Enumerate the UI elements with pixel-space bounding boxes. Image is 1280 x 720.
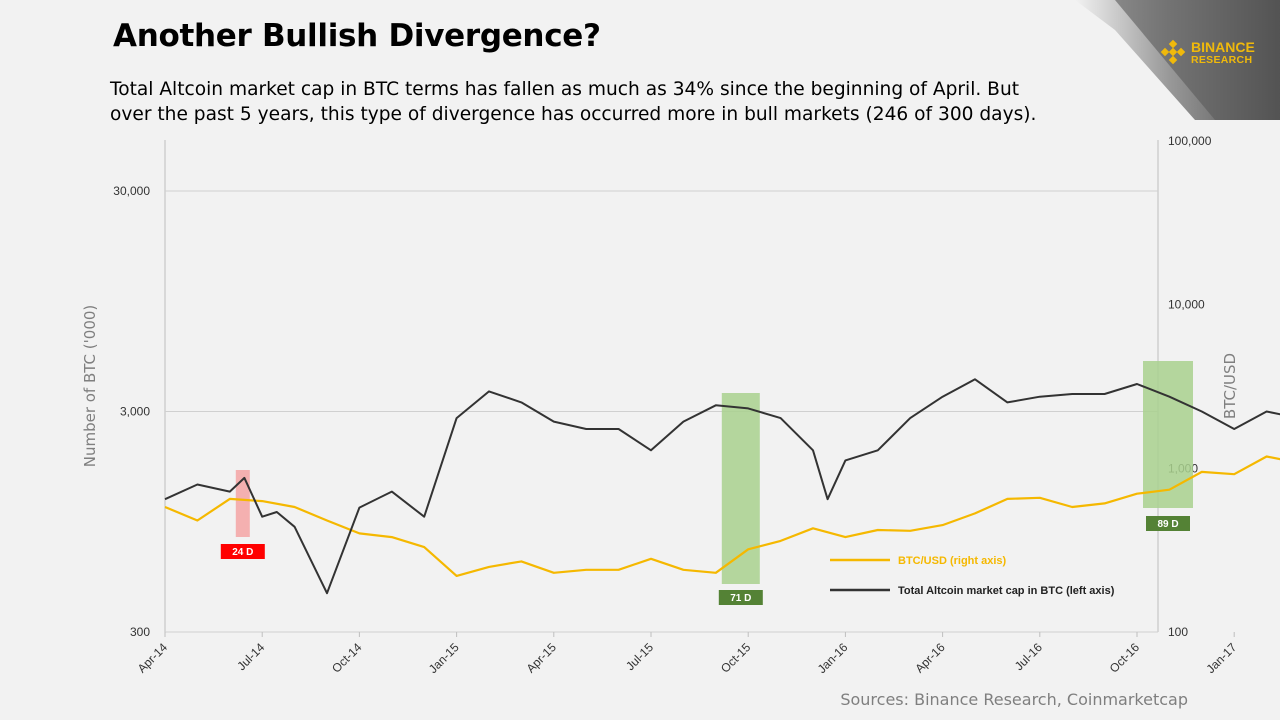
logo-line1: BINANCE xyxy=(1191,39,1255,55)
divergence-band xyxy=(235,470,250,537)
x-tick-label: Apr-14 xyxy=(135,640,171,676)
x-tick-label: Apr-15 xyxy=(524,640,560,676)
btc-usd-line xyxy=(164,455,1280,577)
legend-label-btc: BTC/USD (right axis) xyxy=(898,555,1007,567)
divergence-badge-label: 24 D xyxy=(232,547,253,558)
divergence-band xyxy=(1143,361,1193,508)
divergence-badge xyxy=(718,590,763,605)
x-tick-label: Apr-16 xyxy=(912,640,948,676)
page-title: Another Bullish Divergence? xyxy=(113,18,601,54)
legend-label-alt: Total Altcoin market cap in BTC (left ax… xyxy=(898,585,1115,597)
x-tick-label: Jan-16 xyxy=(815,640,851,676)
left-axis-title: Number of BTC ('000) xyxy=(81,305,99,468)
divergence-badge-label: 71 D xyxy=(730,593,751,604)
right-axis-title: BTC/USD xyxy=(1221,353,1239,419)
divergence-badge-label: 89 D xyxy=(1157,519,1178,530)
right-tick-label: 10,000 xyxy=(1168,298,1205,312)
subtitle-line2: over the past 5 years, this type of dive… xyxy=(110,104,1037,125)
subtitle-line1: Total Altcoin market cap in BTC terms ha… xyxy=(110,79,1020,100)
sources-note: Sources: Binance Research, Coinmarketcap xyxy=(840,690,1188,709)
x-tick-label: Jan-15 xyxy=(426,640,462,676)
right-tick-label: 100 xyxy=(1168,625,1188,639)
right-tick-label: 100,000 xyxy=(1168,134,1212,148)
left-tick-label: 30,000 xyxy=(113,184,150,198)
logo-text: BINANCE RESEARCH xyxy=(1191,39,1255,67)
x-tick-label: Oct-16 xyxy=(1107,640,1143,676)
divergence-badge xyxy=(220,544,265,559)
altcoin-marketcap-line xyxy=(164,378,1280,595)
binance-diamond-icon xyxy=(1160,39,1186,65)
divergence-badge xyxy=(1146,516,1190,531)
x-tick-label: Jul-15 xyxy=(623,640,656,673)
x-tick-label: Jul-14 xyxy=(234,640,267,673)
left-tick-label: 3,000 xyxy=(120,405,150,419)
logo-line2: RESEARCH xyxy=(1191,54,1253,66)
x-tick-label: Jul-16 xyxy=(1012,640,1045,673)
x-tick-label: Oct-14 xyxy=(329,640,365,676)
x-tick-label: Oct-15 xyxy=(718,640,754,676)
left-tick-label: 300 xyxy=(130,625,150,639)
x-tick-label: Jan-17 xyxy=(1203,640,1239,676)
corner-decoration xyxy=(1075,0,1280,120)
page-subtitle: Total Altcoin market cap in BTC terms ha… xyxy=(110,77,1110,127)
divergence-band xyxy=(721,393,760,584)
